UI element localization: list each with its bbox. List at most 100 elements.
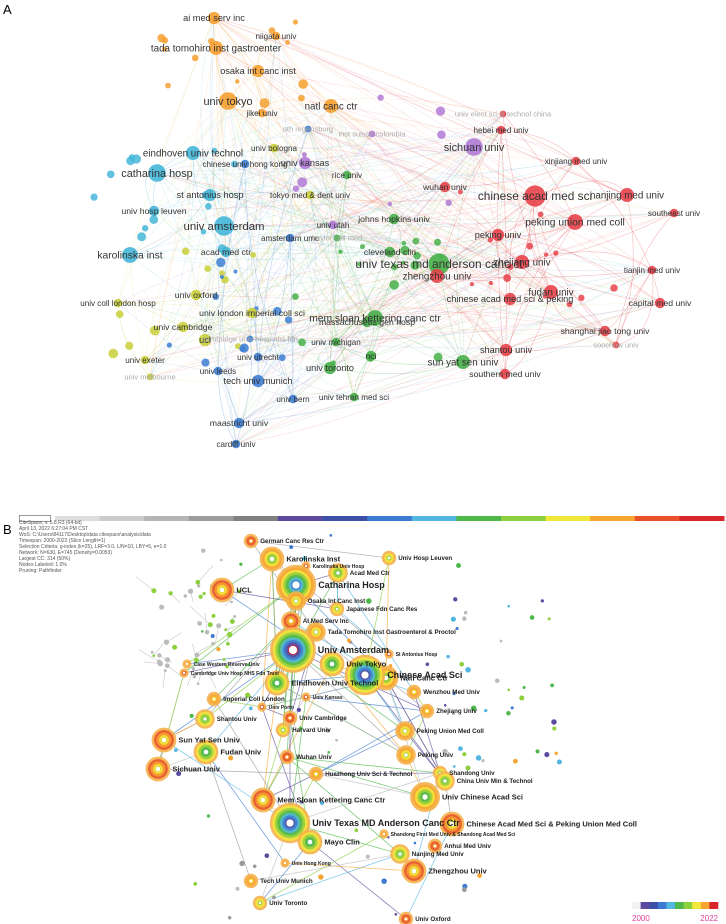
node-univ-kansas[interactable] (301, 692, 311, 702)
node-nanjing-med-univ[interactable] (620, 188, 634, 202)
node-karolinska-inst[interactable] (122, 247, 138, 263)
node-peking-union-med-coll[interactable] (567, 214, 583, 230)
node-tech-univ-munich[interactable] (251, 374, 265, 388)
node-peking-union-med-coll[interactable] (395, 721, 415, 741)
node-osaka-int-canc-inst[interactable] (251, 64, 265, 78)
node-univ-elect-sci-technol-china[interactable] (499, 110, 507, 118)
node-univ-michigan[interactable] (331, 337, 341, 347)
node-eindhoven-univ-technol[interactable] (186, 146, 200, 160)
node-univ-london-imperial-coll-sci[interactable] (246, 307, 258, 319)
node-univ-bern[interactable] (288, 394, 298, 404)
node-st-antonius-hosp[interactable] (203, 188, 217, 202)
node-baylor-coll-med[interactable] (333, 234, 341, 242)
node-univ-toronto[interactable] (252, 895, 268, 911)
node-japanese-fdn-canc-res[interactable] (329, 601, 345, 617)
node-st-antonius-hosp[interactable] (384, 649, 394, 659)
node-ai-med-serv-inc[interactable] (281, 611, 301, 631)
node-jikei-univ[interactable] (257, 108, 267, 118)
node-mem-sloan-kettering-canc-ctr[interactable] (367, 310, 383, 326)
node-tech-univ-munich[interactable] (243, 873, 259, 889)
node-univ-kansas[interactable] (298, 156, 312, 170)
node-huazhong-univ-sci-technol[interactable] (308, 766, 324, 782)
node-amsterdam-umc[interactable] (285, 233, 295, 243)
node-zhengzhou-univ[interactable] (401, 858, 427, 884)
node-univ-coll-london-hosp[interactable] (113, 298, 123, 308)
node-china-univ-min-technol[interactable] (435, 771, 455, 791)
node-univ-cambridge[interactable] (282, 710, 298, 726)
node-shandong-first-med-univ-shandong-acad-med-sci[interactable] (379, 829, 389, 839)
node-cleveland-clin[interactable] (384, 246, 396, 258)
node-univ-oxford[interactable] (398, 911, 414, 924)
node-cardiff-univ[interactable] (231, 439, 241, 449)
node-catharina-hosp[interactable] (148, 164, 166, 182)
node-eindhoven-univ-technol[interactable] (264, 670, 290, 696)
node-nci[interactable] (365, 350, 377, 362)
node-univ-hosp-leuven[interactable] (381, 550, 397, 566)
node-univ-porto[interactable] (257, 702, 267, 712)
node-univ-oxford[interactable] (190, 289, 202, 301)
node-univ-amsterdam[interactable] (270, 627, 316, 673)
node-mayo-clin[interactable] (297, 829, 323, 855)
node-rice-univ[interactable] (342, 170, 352, 180)
node-german-canc-res-ctr[interactable] (243, 533, 259, 549)
node-sun-yat-sen-univ[interactable] (151, 727, 177, 753)
node-acad-med-ctr[interactable] (328, 563, 348, 583)
node-catharina-hosp[interactable] (275, 564, 317, 606)
node-univ-amsterdam[interactable] (214, 216, 234, 236)
node-chinese-acad-sci[interactable] (344, 654, 386, 696)
node-wenzhou-med-univ[interactable] (406, 684, 422, 700)
node-fudan-univ[interactable] (544, 285, 558, 299)
node-ucl[interactable] (198, 333, 212, 347)
node-ucl[interactable] (209, 577, 235, 603)
node-chinese-acad-med-sci-peking[interactable] (503, 292, 517, 306)
node-cambridge-univ-hosp-nhs-fdn-trust[interactable] (179, 668, 189, 678)
node-shantou-univ[interactable] (195, 709, 215, 729)
node-niigata-univ[interactable] (271, 31, 281, 41)
node-univ-toronto[interactable] (323, 361, 337, 375)
node-osaka-int-canc-inst[interactable] (286, 591, 306, 611)
node-harvard-univ[interactable] (275, 722, 291, 738)
node-acad-med-ctr[interactable] (220, 246, 232, 258)
node-univ-tokyo[interactable] (219, 92, 237, 110)
node-wuhan-univ[interactable] (439, 181, 451, 193)
node-univ-bologna[interactable] (269, 143, 279, 153)
node-fudan-univ[interactable] (193, 739, 219, 765)
node-chinese-acad-med-sci[interactable] (524, 185, 546, 207)
node-chinese-acad-med-sci-peking-union-med-coll[interactable] (439, 811, 465, 837)
node-inst-suisse-colombia[interactable] (368, 130, 376, 138)
node-univ-cambridge[interactable] (177, 321, 189, 333)
node-xinjiang-med-univ[interactable] (571, 156, 581, 166)
node-tada-tomohiro-inst-gastroenter[interactable] (209, 41, 223, 55)
node-case-western-reserve-univ[interactable] (182, 659, 192, 669)
node-oth-regensburg[interactable] (304, 125, 312, 133)
node-imperial-coll-london[interactable] (206, 691, 222, 707)
node-univ-utah[interactable] (328, 220, 338, 230)
node-chinese-univ-hong-kong[interactable] (240, 159, 250, 169)
node-univ-tehran-med-sci[interactable] (349, 392, 359, 402)
node-ai-med-serv-inc[interactable] (207, 11, 221, 25)
node-univ-exeter[interactable] (140, 355, 150, 365)
node-sun-yat-sen-univ[interactable] (456, 355, 470, 369)
node-karolinska-inst[interactable] (259, 546, 285, 572)
node-univ-hosp-leuven[interactable] (148, 205, 160, 217)
node-univ-utrecht[interactable] (253, 352, 263, 362)
node-tianjin-med-univ[interactable] (647, 265, 657, 275)
node-capital-med-univ[interactable] (654, 297, 666, 309)
node-univ-texas-md-anderson-canc-ct[interactable] (428, 253, 450, 275)
node-anhui-med-univ[interactable] (427, 838, 443, 854)
node-shantou-univ[interactable] (499, 343, 513, 357)
node-nanjing-med-univ[interactable] (390, 844, 410, 864)
node-peking-univ[interactable] (396, 745, 416, 765)
node-cambridge-univ-hosp-nhs-fdn[interactable] (246, 335, 254, 343)
node-peking-univ[interactable] (491, 228, 505, 242)
node-southeast-univ[interactable] (669, 208, 679, 218)
node-soochow-univ[interactable] (612, 341, 620, 349)
node-sichuan-univ[interactable] (145, 756, 171, 782)
node-univ-chinese-acad-sci[interactable] (410, 782, 440, 812)
node-hebei-med-univ[interactable] (496, 125, 506, 135)
node-wuhan-univ[interactable] (279, 749, 295, 765)
node-shanghai-jiao-tong-univ[interactable] (599, 325, 611, 337)
node-zhejiang-univ[interactable] (419, 703, 435, 719)
node-univ-hong-kong[interactable] (280, 858, 290, 868)
node-univ-leeds[interactable] (213, 366, 223, 376)
